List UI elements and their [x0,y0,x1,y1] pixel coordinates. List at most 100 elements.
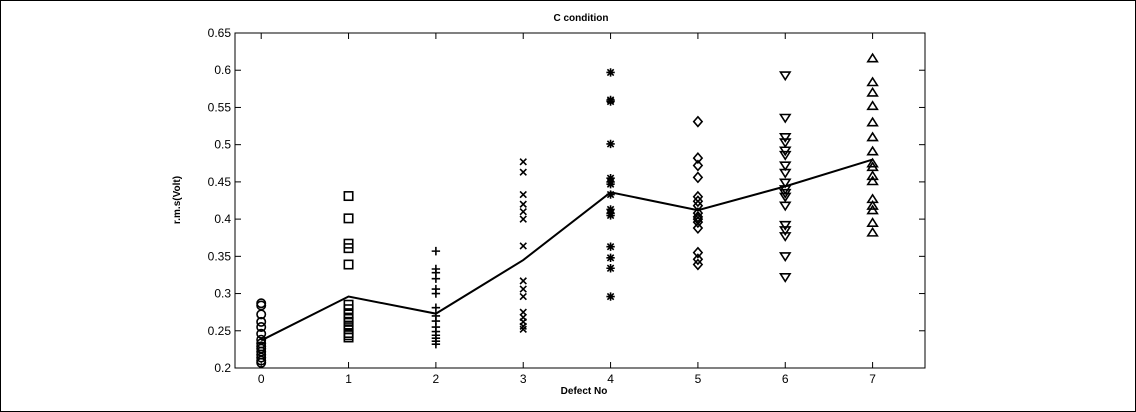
point-x [519,215,527,223]
point-triangle-down [778,161,792,172]
point-diamond [692,171,704,184]
x-tick-label: 1 [345,372,352,386]
point-triangle-down [778,232,792,242]
point-asterisk [606,211,615,220]
point-diamond [692,216,704,229]
plot-area [234,32,926,369]
point-triangle-up [866,52,879,63]
x-tick-label: 4 [607,372,614,386]
point-square [343,213,354,224]
point-triangle-down [778,252,792,263]
y-tick-label: 0.35 [208,249,232,263]
point-triangle-up [866,175,879,186]
point-circle [256,352,267,363]
y-tick-label: 0.65 [208,26,232,40]
point-diamond [692,195,704,208]
point-x [519,277,527,285]
point-triangle-down [778,113,792,124]
point-asterisk [606,179,615,189]
x-tick-label: 6 [782,372,789,386]
point-x [519,242,527,250]
point-square [343,191,354,202]
point-square [343,330,354,341]
point-triangle-up [866,157,879,168]
y-axis-label: r.m.s(Volt) [172,176,183,224]
point-triangle-up [866,170,879,181]
point-diamond [692,152,704,165]
point-plus [431,303,441,312]
point-triangle-down [778,220,792,231]
point-square [343,304,354,315]
point-x [519,285,527,293]
y-tick-label: 0.3 [214,287,231,301]
y-tick-label: 0.25 [208,324,232,338]
point-circle [256,322,267,333]
y-tick-label: 0.6 [214,63,231,77]
point-triangle-up [866,76,879,87]
point-triangle-up [866,217,879,227]
point-triangle-up [866,200,879,210]
point-x [519,207,527,216]
point-asterisk [606,139,615,149]
point-triangle-up [866,204,879,215]
point-circle [256,316,267,327]
y-tick-label: 0.4 [214,212,231,226]
point-diamond [692,246,704,259]
point-x [519,158,527,166]
point-triangle-down [778,150,792,161]
point-x [519,322,527,331]
point-asterisk [606,97,615,106]
point-triangle-down [778,226,792,236]
y-tick-label: 0.45 [208,175,232,189]
point-triangle-down [778,201,792,212]
y-axis: 0.2 0.25 0.3 0.35 0.4 0.45 0.5 0.55 0.6 0.65 [208,26,925,375]
point-triangle-up [866,226,879,237]
point-plus [431,246,441,256]
point-triangle-down [778,192,792,203]
point-plus [431,339,441,349]
point-asterisk [606,253,615,263]
x-tick-label: 5 [695,372,702,386]
point-triangle-up [866,145,879,156]
x-tick-label: 3 [520,372,527,386]
point-x [519,325,527,334]
x-tick-label: 7 [869,372,876,386]
point-triangle-down [778,168,792,179]
point-circle [256,328,267,339]
point-diamond [692,115,704,128]
point-triangle-down [778,71,792,82]
point-square [343,332,354,343]
x-tick-label: 2 [433,372,440,386]
point-triangle-up [866,100,879,111]
point-x [519,292,527,301]
point-triangle-down [778,273,792,283]
point-square [343,259,354,270]
point-plus [431,274,441,283]
point-asterisk [606,68,615,77]
point-triangle-up [866,131,879,142]
y-tick-label: 0.55 [208,100,232,114]
point-asterisk [606,292,615,301]
point-x [519,190,527,199]
point-diamond [692,253,704,266]
point-triangle-up [866,86,879,97]
point-diamond [692,210,704,223]
point-triangle-down [778,133,792,143]
data-points [256,52,879,368]
y-tick-label: 0.2 [214,361,231,375]
x-tick-label: 0 [258,372,265,386]
mean-line [260,158,873,342]
point-asterisk [606,264,615,273]
y-tick-label: 0.5 [214,138,231,152]
point-diamond [692,159,704,172]
point-x [519,168,527,176]
mean-polyline [260,158,873,342]
point-circle [256,357,267,368]
point-square [343,243,354,254]
point-asterisk [606,242,615,251]
point-circle [256,309,267,320]
point-asterisk [606,190,615,199]
point-x [519,200,527,208]
